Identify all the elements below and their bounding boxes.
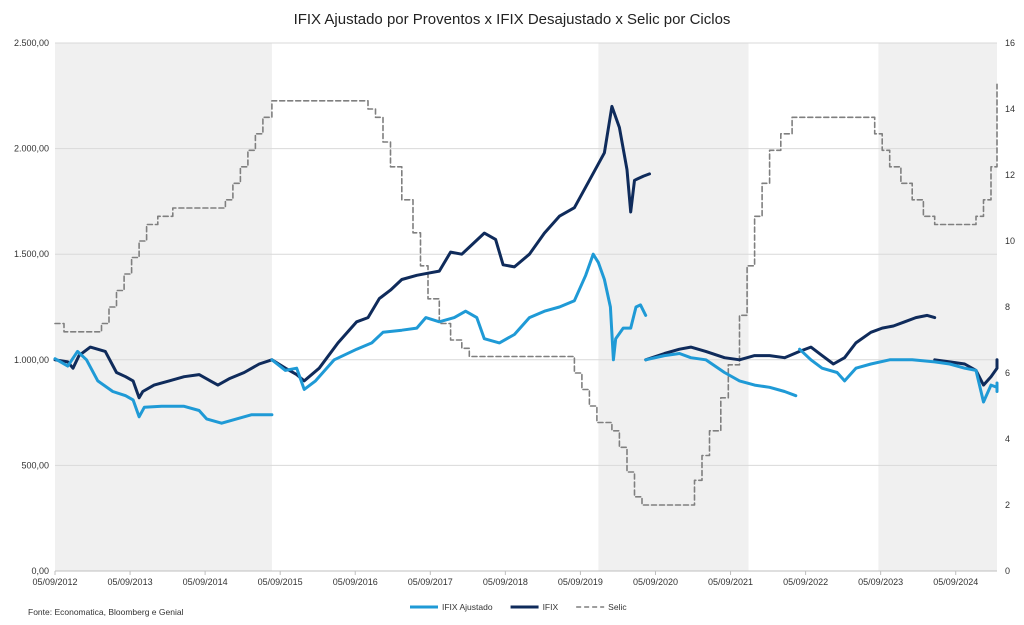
chart-source: Fonte: Economatica, Bloomberg e Genial bbox=[28, 607, 184, 617]
series-ifix-ajustado-line-2 bbox=[644, 352, 798, 398]
x-tick-label: 05/09/2022 bbox=[783, 577, 828, 587]
y-right-tick-label: 12 bbox=[1005, 170, 1015, 180]
cycle-shading bbox=[55, 43, 997, 571]
series-ifix-ajustado-line-1 bbox=[270, 252, 648, 391]
x-tick-label: 05/09/2016 bbox=[333, 577, 378, 587]
x-tick-label: 05/09/2020 bbox=[633, 577, 678, 587]
legend: IFIX Ajustado IFIX Selic bbox=[410, 602, 627, 612]
legend-label-ifix-ajustado: IFIX Ajustado bbox=[442, 602, 493, 612]
chart-title: IFIX Ajustado por Proventos x IFIX Desaj… bbox=[294, 11, 731, 28]
series-layer bbox=[53, 83, 999, 506]
x-tick-label: 05/09/2015 bbox=[258, 577, 303, 587]
series-selic-line-0 bbox=[54, 83, 998, 506]
series-ifix-ajustado-line-0 bbox=[53, 349, 274, 425]
x-axis-ticks: 05/09/2012 05/09/2013 05/09/2014 05/09/2015… bbox=[32, 571, 978, 587]
x-tick-label: 05/09/2018 bbox=[483, 577, 528, 587]
legend-label-selic: Selic bbox=[608, 602, 627, 612]
y-right-axis-ticks: 0 2 4 6 8 10 12 14 16 bbox=[1005, 38, 1015, 576]
shaded-period-0 bbox=[55, 43, 272, 571]
shaded-period-1 bbox=[598, 43, 749, 571]
y-left-tick-label: 500,00 bbox=[21, 460, 49, 470]
x-tick-label: 05/09/2017 bbox=[408, 577, 453, 587]
y-right-tick-label: 8 bbox=[1005, 302, 1010, 312]
legend-label-ifix: IFIX bbox=[543, 602, 559, 612]
y-left-tick-label: 2.500,00 bbox=[14, 38, 49, 48]
x-tick-label: 05/09/2021 bbox=[708, 577, 753, 587]
y-left-tick-label: 0,00 bbox=[31, 566, 49, 576]
y-right-tick-label: 0 bbox=[1005, 566, 1010, 576]
y-left-tick-label: 2.000,00 bbox=[14, 144, 49, 154]
y-right-tick-label: 16 bbox=[1005, 38, 1015, 48]
y-right-tick-label: 6 bbox=[1005, 368, 1010, 378]
series-ifix-line-3 bbox=[933, 358, 999, 387]
y-right-tick-label: 10 bbox=[1005, 236, 1015, 246]
y-left-tick-label: 1.500,00 bbox=[14, 249, 49, 259]
x-tick-label: 05/09/2012 bbox=[32, 577, 77, 587]
x-tick-label: 05/09/2019 bbox=[558, 577, 603, 587]
y-left-tick-label: 1.000,00 bbox=[14, 355, 49, 365]
y-right-tick-label: 2 bbox=[1005, 500, 1010, 510]
y-right-tick-label: 14 bbox=[1005, 104, 1015, 114]
x-tick-label: 05/09/2014 bbox=[183, 577, 228, 587]
series-ifix-ajustado-line-3 bbox=[798, 347, 999, 404]
series-ifix-line-0 bbox=[53, 345, 274, 400]
y-left-axis-ticks: 0,00 500,00 1.000,00 1.500,00 2.000,00 2.500,… bbox=[14, 38, 49, 576]
x-tick-label: 05/09/2024 bbox=[933, 577, 978, 587]
shaded-period-2 bbox=[878, 43, 997, 571]
series-ifix-line-2 bbox=[644, 313, 937, 366]
series-ifix-line-1 bbox=[270, 104, 651, 383]
x-tick-label: 05/09/2023 bbox=[858, 577, 903, 587]
y-right-tick-label: 4 bbox=[1005, 434, 1010, 444]
x-tick-label: 05/09/2013 bbox=[108, 577, 153, 587]
